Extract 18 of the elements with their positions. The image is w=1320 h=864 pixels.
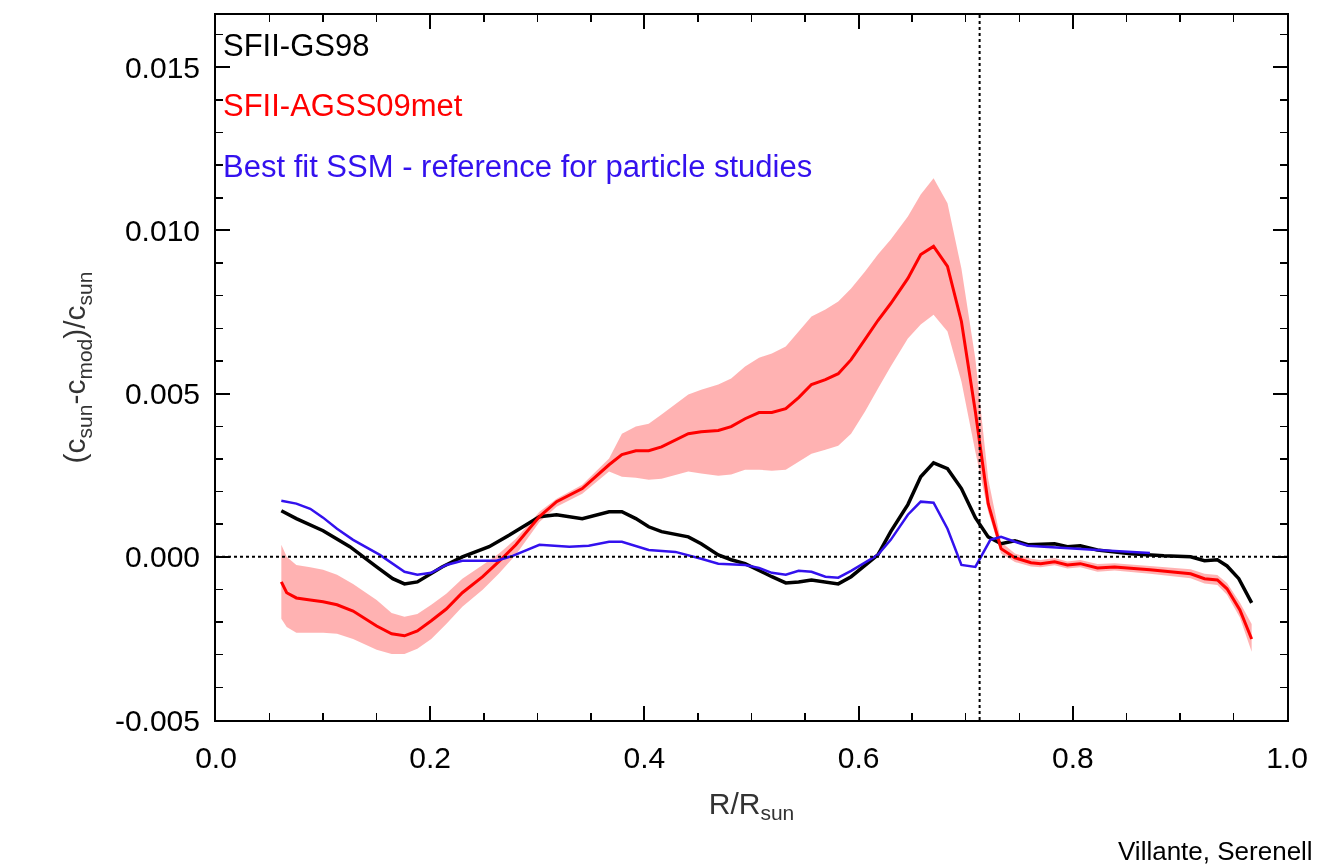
x-tick-label: 1.0 <box>1266 741 1308 774</box>
y-tick-label: 0.015 <box>124 50 200 84</box>
legend-label: SFII-GS98 <box>223 28 370 63</box>
x-tick-label: 0.6 <box>837 741 880 774</box>
y-tick-label: -0.005 <box>114 703 200 737</box>
y-tick-label: 0.005 <box>124 377 200 411</box>
x-tick-label: 0.8 <box>1051 741 1094 774</box>
text: Villante, Serenell <box>1118 836 1313 864</box>
y-tick-label: 0.000 <box>124 540 200 574</box>
line-series <box>279 244 1254 641</box>
x-axis-title: R/R$_{sun}$ <box>708 787 795 825</box>
x-tick-label: 0.2 <box>409 741 452 774</box>
line-series <box>280 499 1152 579</box>
x-tick-label: 0.4 <box>623 741 666 774</box>
y-tick-label: 0.010 <box>124 213 200 247</box>
text: SFII-AGSS09met <box>223 88 463 123</box>
text: Best fit SSM - reference for particle studies <box>223 149 813 184</box>
x-tick-label: 0.0 <box>195 741 237 774</box>
